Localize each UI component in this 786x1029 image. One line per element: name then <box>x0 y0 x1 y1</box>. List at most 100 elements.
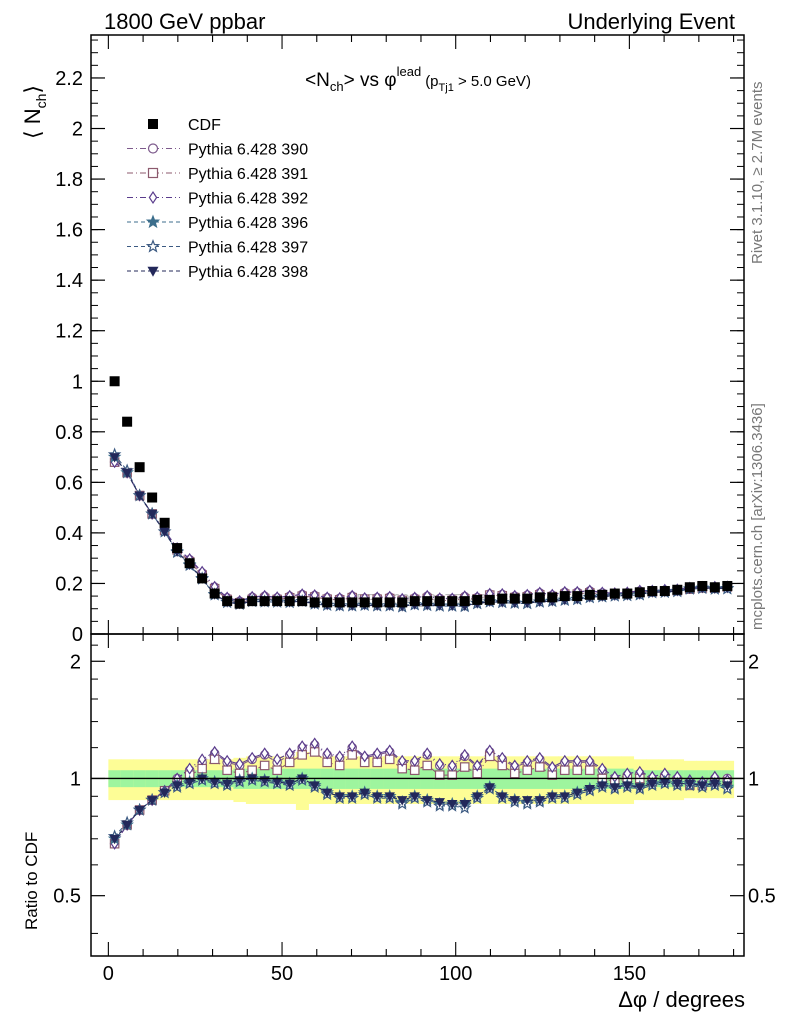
ratio-series-point <box>473 759 482 772</box>
ratio-series-layer <box>91 737 744 850</box>
main-series-line <box>114 456 728 607</box>
ratio-series-point <box>272 765 282 776</box>
ratio-series-point <box>334 792 345 802</box>
ratio-series-point <box>310 737 319 750</box>
legend-marker <box>148 119 158 129</box>
cdf-data-point <box>622 588 633 599</box>
cdf-data-point <box>384 597 395 608</box>
ratio-series-point <box>598 762 607 775</box>
cdf-data-point <box>572 591 583 602</box>
ratio-series-point <box>522 796 533 806</box>
ratio-series-point <box>609 783 621 793</box>
ratio-xlabel: Δφ / degrees <box>618 987 745 1012</box>
ratio-series-point <box>709 779 721 790</box>
cdf-data-point <box>634 587 645 598</box>
cdf-data-point <box>109 376 120 387</box>
legend-label: Pythia 6.428 397 <box>188 240 308 257</box>
ratio-series-point <box>534 762 545 772</box>
ratio-series-point <box>635 765 644 778</box>
ratio-series-point <box>448 759 457 772</box>
cdf-data-point <box>184 558 195 569</box>
legend-entry: Pythia 6.428 397 <box>127 238 308 257</box>
ratio-series-point <box>459 800 470 810</box>
ratio-series-point <box>409 792 420 802</box>
cdf-data-point <box>647 586 658 597</box>
ratio-series-point <box>434 798 445 808</box>
cdf-data-point <box>547 592 558 603</box>
ratio-series-point <box>298 740 307 753</box>
ratio-series-point <box>485 744 494 757</box>
ratio-ytick-label: 0.5 <box>53 886 81 908</box>
cdf-data-point <box>422 596 433 607</box>
ratio-series-6 <box>109 774 733 845</box>
ratio-series-point <box>309 781 320 791</box>
ratio-series-point <box>560 754 569 767</box>
legend-entry: Pythia 6.428 396 <box>127 214 308 232</box>
legend-entry: Pythia 6.428 390 <box>127 142 308 159</box>
ratio-series-point <box>409 765 420 776</box>
ratio-series-point <box>146 796 158 806</box>
main-series-point <box>146 509 158 520</box>
main-series-line <box>114 461 728 602</box>
legend-marker <box>148 191 158 204</box>
title-part-c: (p <box>425 73 438 90</box>
cdf-data-point <box>597 589 608 600</box>
cdf-data-point <box>347 597 358 608</box>
cdf-data-point <box>272 596 283 607</box>
cdf-data-point <box>409 596 420 607</box>
ratio-series-point <box>634 783 646 793</box>
rivet-label: Rivet 3.1.10, ≥ 2.7M events <box>749 82 766 265</box>
legend-entry: Pythia 6.428 391 <box>127 166 308 183</box>
ratio-series-point <box>597 781 608 791</box>
main-ytick-label: 0.2 <box>55 573 83 595</box>
main-ytick-label: 0.8 <box>55 422 83 444</box>
cdf-data-point <box>284 596 295 607</box>
title-sub-c: Tj1 <box>439 82 454 94</box>
cdf-data-point <box>209 588 220 599</box>
main-ytick-label: 2 <box>72 119 83 141</box>
cdf-data-point <box>484 594 495 605</box>
cdf-data-point <box>372 597 383 608</box>
header-right: Underlying Event <box>567 9 735 34</box>
ratio-ytick-label-right: 1 <box>748 768 759 790</box>
main-ylabel: ⟨ Nch⟩ <box>20 85 49 139</box>
ratio-series-point <box>260 747 269 760</box>
cdf-data-point <box>722 580 733 591</box>
main-series-point <box>134 491 145 501</box>
main-ytick-label: 1.4 <box>55 270 83 292</box>
ratio-series-point <box>259 760 270 771</box>
ratio-series-point <box>385 744 394 757</box>
ratio-series-point <box>573 754 582 767</box>
ratio-series-point <box>248 751 257 764</box>
legend-label: Pythia 6.428 396 <box>188 215 308 232</box>
axes-layer: 0 0.2 0.4 0.6 0.8 1 1.2 1.4 1.6 1.8 2 2.2 0 50 100 150 0… <box>53 35 776 985</box>
cdf-data-point <box>134 462 145 473</box>
main-series-3 <box>110 456 732 608</box>
ratio-xtick-label: 50 <box>271 963 293 985</box>
cdf-data-point <box>497 593 508 604</box>
ratio-series-point <box>572 765 583 776</box>
main-title: <Nch> vs φlead(pTj1 > 5.0 GeV) <box>305 64 531 94</box>
ratio-series-point <box>672 779 683 790</box>
legend-label: Pythia 6.428 398 <box>188 264 308 281</box>
ratio-series-point <box>535 751 544 764</box>
ratio-ytick-label-right: 0.5 <box>748 886 776 908</box>
legend-marker <box>145 238 161 253</box>
ratio-series-point <box>198 753 207 766</box>
cdf-data-point <box>672 584 683 595</box>
ratio-series-point <box>523 754 532 767</box>
cdf-data-point <box>659 586 670 597</box>
title-sub-a: ch <box>330 79 344 94</box>
ratio-series-point <box>498 751 507 764</box>
cdf-data-point <box>522 593 533 604</box>
ratio-series-point <box>484 783 495 793</box>
legend-label: Pythia 6.428 391 <box>188 166 308 183</box>
main-ytick-label: 0.6 <box>55 472 83 494</box>
ratio-ytick-label: 1 <box>70 768 81 790</box>
legend-label: Pythia 6.428 390 <box>188 142 308 159</box>
ratio-series-point <box>171 781 183 791</box>
cdf-data-point <box>122 416 133 427</box>
ratio-series-point <box>359 788 370 799</box>
